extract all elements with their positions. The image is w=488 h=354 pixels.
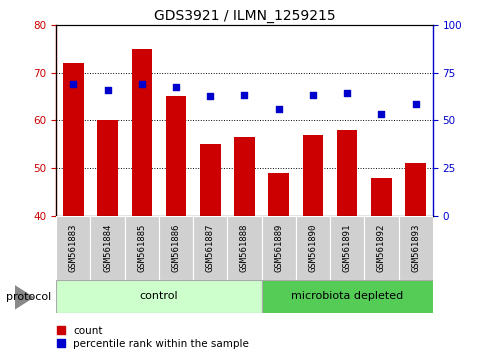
Point <box>206 93 214 99</box>
Text: GSM561888: GSM561888 <box>240 224 248 272</box>
Bar <box>200 144 220 354</box>
Point <box>69 81 77 87</box>
Point <box>411 101 419 107</box>
Text: GSM561884: GSM561884 <box>103 224 112 272</box>
Bar <box>329 216 364 280</box>
Bar <box>227 216 261 280</box>
Text: GSM561883: GSM561883 <box>69 224 78 272</box>
Bar <box>268 173 288 354</box>
Text: GDS3921 / ILMN_1259215: GDS3921 / ILMN_1259215 <box>153 9 335 23</box>
Point <box>274 106 282 112</box>
Text: microbiota depleted: microbiota depleted <box>290 291 403 302</box>
Legend: count, percentile rank within the sample: count, percentile rank within the sample <box>57 326 248 349</box>
Bar <box>97 120 118 354</box>
Point <box>172 84 180 90</box>
Polygon shape <box>15 285 34 310</box>
Text: GSM561892: GSM561892 <box>376 224 385 272</box>
Text: GSM561886: GSM561886 <box>171 224 180 272</box>
Bar <box>124 216 159 280</box>
Bar <box>56 216 90 280</box>
Bar <box>63 63 83 354</box>
Point <box>103 87 111 93</box>
Bar <box>364 216 398 280</box>
Bar <box>131 48 152 354</box>
Text: GSM561889: GSM561889 <box>274 224 283 272</box>
Bar <box>261 216 295 280</box>
Bar <box>405 163 425 354</box>
Bar <box>193 216 227 280</box>
Text: GSM561887: GSM561887 <box>205 224 214 272</box>
Text: GSM561890: GSM561890 <box>308 224 317 272</box>
Bar <box>336 130 357 354</box>
Text: GSM561885: GSM561885 <box>137 224 146 272</box>
Bar <box>295 216 329 280</box>
Bar <box>56 280 261 313</box>
Text: GSM561891: GSM561891 <box>342 224 351 272</box>
Point <box>308 92 316 97</box>
Text: GSM561893: GSM561893 <box>410 224 419 272</box>
Point <box>240 92 248 97</box>
Bar <box>165 96 186 354</box>
Bar <box>90 216 124 280</box>
Point <box>377 111 385 116</box>
Bar <box>234 137 254 354</box>
Text: control: control <box>140 291 178 302</box>
Point <box>343 90 350 96</box>
Bar <box>159 216 193 280</box>
Text: protocol: protocol <box>6 292 51 302</box>
Bar <box>302 135 323 354</box>
Bar <box>398 216 432 280</box>
Bar <box>370 178 391 354</box>
Bar <box>261 280 432 313</box>
Point <box>138 81 145 87</box>
